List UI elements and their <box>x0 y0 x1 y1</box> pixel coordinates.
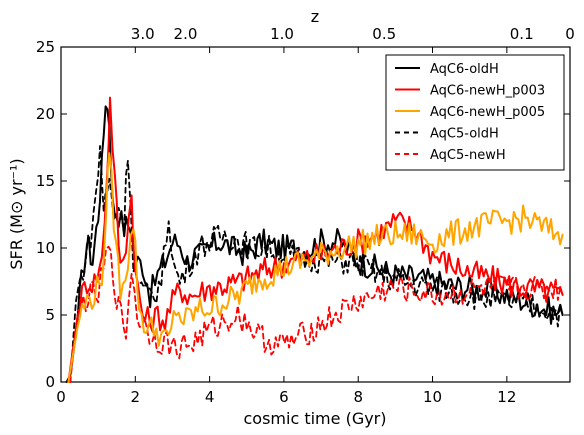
legend-label-aqc6-oldh: AqC6-oldH <box>430 62 499 77</box>
tick-layer: 0 2 4 6 8 10 12 0 5 10 15 20 25 3.0 2.0 1.0 0.5 0.1 0 <box>36 25 575 406</box>
y-tick-label: 25 <box>36 38 55 56</box>
x-axis-label: cosmic time (Gyr) <box>244 409 387 428</box>
x-tick-label: 10 <box>423 388 442 406</box>
series-layer <box>65 96 564 383</box>
legend-label-aqc6-newh-p005: AqC6-newH_p005 <box>430 105 545 120</box>
top-tick-label: 1.0 <box>270 25 294 43</box>
series-line-aqc6-newh-p003 <box>67 96 564 383</box>
series-line-aqc5-oldh <box>69 145 564 383</box>
top-tick-label: 0 <box>565 25 575 43</box>
top-axis-label: z <box>311 7 319 26</box>
x-tick-label: 12 <box>497 388 516 406</box>
series-line-aqc5-newh <box>69 245 564 383</box>
y-axis-label: SFR (M⊙ yr⁻¹) <box>7 158 26 269</box>
x-tick-label: 8 <box>353 388 363 406</box>
y-tick-label: 10 <box>36 239 55 257</box>
x-tick-label: 4 <box>205 388 215 406</box>
plot-frame <box>60 46 571 383</box>
legend-frame <box>385 54 565 171</box>
series-line-aqc6-newh-p005 <box>67 152 564 383</box>
x-tick-label: 2 <box>131 388 141 406</box>
legend-label-aqc5-oldh: AqC5-oldH <box>430 127 499 142</box>
top-tick-label: 0.1 <box>510 25 534 43</box>
y-tick-label: 0 <box>45 373 55 391</box>
y-tick-label: 20 <box>36 105 55 123</box>
x-tick-label: 0 <box>56 388 66 406</box>
x-tick-label: 6 <box>279 388 289 406</box>
legend-label-aqc6-newh-p003: AqC6-newH_p003 <box>430 84 545 99</box>
top-tick-label: 2.0 <box>174 25 198 43</box>
top-tick-label: 0.5 <box>372 25 396 43</box>
legend: AqC6-oldH AqC6-newH_p003 AqC6-newH_p005 AqC… <box>385 54 565 171</box>
legend-label-aqc5-newh: AqC5-newH <box>430 148 506 163</box>
y-tick-label: 5 <box>45 306 55 324</box>
y-tick-label: 15 <box>36 172 55 190</box>
legend-items: AqC6-oldH AqC6-newH_p003 AqC6-newH_p005 AqC… <box>395 62 545 163</box>
top-tick-label: 3.0 <box>131 25 155 43</box>
